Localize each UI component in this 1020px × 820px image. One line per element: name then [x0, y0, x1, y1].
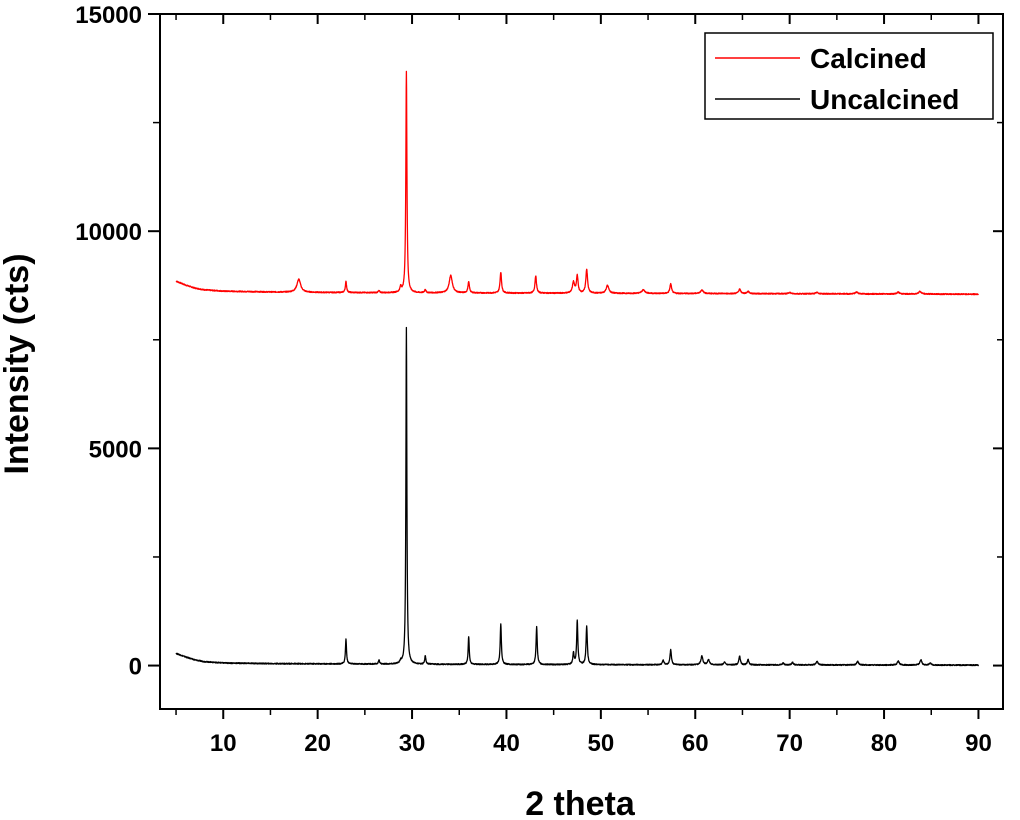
- y-tick-label: 10000: [75, 219, 142, 246]
- y-tick-label: 0: [129, 654, 142, 681]
- x-tick-label: 40: [493, 730, 520, 757]
- legend: Calcined Uncalcined: [704, 32, 994, 120]
- x-axis-title: 2 theta: [525, 785, 636, 820]
- x-tick-label: 20: [304, 730, 331, 757]
- x-tick-label: 90: [965, 730, 992, 757]
- y-axis-title: Intensity (cts): [0, 253, 36, 474]
- x-tick-label: 30: [399, 730, 426, 757]
- x-tick-label: 70: [776, 730, 803, 757]
- series-line-calcined: [175, 70, 979, 296]
- x-tick-label: 10: [210, 730, 237, 757]
- x-tick-label: 60: [682, 730, 709, 757]
- plot-frame: [159, 13, 1004, 710]
- y-tick-label: 15000: [75, 2, 142, 29]
- y-tick-label: 5000: [89, 436, 142, 463]
- tick-labels: 10 20 30 40 50 60 70 80 90 0 5000 10000 15000: [75, 2, 992, 757]
- legend-label-calcined: Calcined: [810, 43, 927, 74]
- legend-box: [704, 32, 994, 120]
- series-line-uncalcined: [175, 326, 980, 667]
- x-tick-label: 80: [871, 730, 898, 757]
- legend-label-uncalcined: Uncalcined: [810, 84, 959, 115]
- ticks-layer: [148, 13, 1003, 719]
- x-tick-label: 50: [588, 730, 615, 757]
- series-layer: [175, 70, 980, 667]
